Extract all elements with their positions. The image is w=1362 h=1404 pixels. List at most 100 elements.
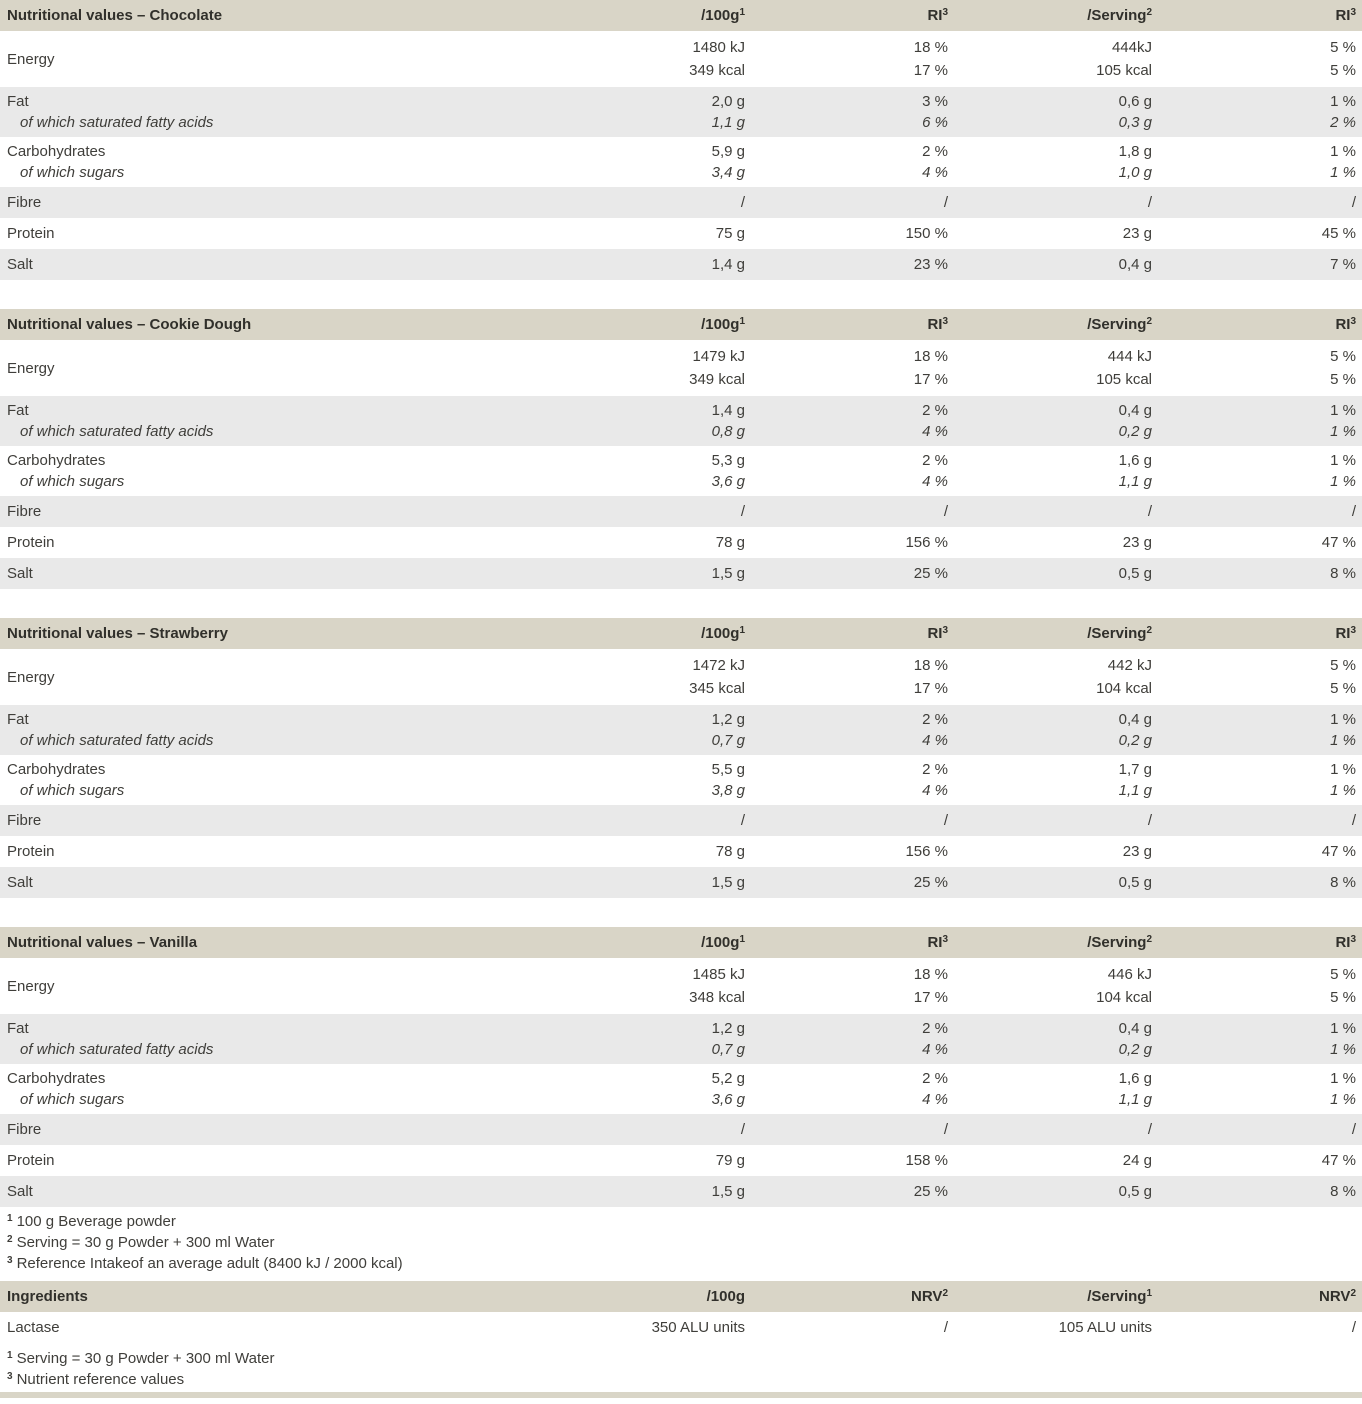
value-cell: 25 % (913, 1183, 948, 1200)
table-row: Carbohydrates 5,9 g 2 % 1,8 g 1 % (0, 141, 1362, 162)
value-cell: / (1351, 1319, 1356, 1336)
value-cell: / (1351, 1121, 1356, 1138)
value-cell: 17 % (913, 371, 948, 388)
column-header: RI3 (1152, 932, 1356, 953)
row-label: of which saturated fatty acids (20, 1041, 214, 1058)
value-cell: 25 % (913, 565, 948, 582)
value-cell: 1,6 g (1118, 452, 1152, 469)
column-header: RI3 (1152, 314, 1356, 335)
footnote-text: 100 g Beverage powder (16, 1213, 176, 1230)
table: Nutritional values – Strawberry/100g1 RI3… (0, 618, 1362, 898)
table-row: of which saturated fatty acids 0,7 g 4 % 0,… (0, 1039, 1362, 1060)
value-cell: 1 % (1330, 761, 1356, 778)
table-row-group: Energy 1480 kJ 18 % 444kJ 5 % 349 kcal 17 % 105… (0, 31, 1362, 87)
value-cell: 2 % (922, 1020, 948, 1037)
value-cell: 0,2 g (1118, 423, 1152, 440)
row-label: Fibre (7, 194, 42, 211)
value-cell: 1 % (1330, 1091, 1356, 1108)
table-title: Nutritional values – Cookie Dough (7, 316, 252, 333)
footnote-superscript: 2 (7, 1234, 13, 1245)
table-row: Fat 1,4 g 2 % 0,4 g 1 % (0, 400, 1362, 421)
row-label: Carbohydrates (7, 1070, 106, 1087)
value-cell: 105 kcal (1096, 62, 1152, 79)
column-header-superscript: 2 (1146, 316, 1152, 327)
row-label: Fat (7, 711, 29, 728)
column-header-superscript: 1 (739, 625, 745, 636)
column-header-label: /100g (701, 7, 740, 24)
value-cell: 150 % (905, 225, 948, 242)
footnote-text: Reference Intakeof an average adult (840… (16, 1255, 403, 1272)
table-title: Nutritional values – Chocolate (7, 7, 223, 24)
table-title: Nutritional values – Vanilla (7, 934, 198, 951)
value-line: 1479 kJ 18 % 444 kJ 5 % (541, 346, 1362, 367)
value-cell: 0,4 g (1118, 256, 1152, 273)
table-row: Protein 78 g 156 % 23 g 47 % (0, 527, 1362, 558)
value-cell: 2 % (922, 452, 948, 469)
table-row-group: Energy 1485 kJ 18 % 446 kJ 5 % 348 kcal 17 % 10… (0, 958, 1362, 1014)
value-cell: 1 % (1330, 732, 1356, 749)
value-cell: 1479 kJ (692, 348, 745, 365)
value-cell: 2 % (922, 761, 948, 778)
value-line: 1485 kJ 18 % 446 kJ 5 % (541, 964, 1362, 985)
table-row-group: Energy 1479 kJ 18 % 444 kJ 5 % 349 kcal 17 % 10… (0, 340, 1362, 396)
value-cell: / (740, 812, 745, 829)
value-cell: 47 % (1321, 534, 1356, 551)
column-header-superscript: 3 (942, 7, 948, 18)
value-cell: 1 % (1330, 93, 1356, 110)
value-cell: / (1147, 812, 1152, 829)
value-cell: 23 g (1122, 843, 1152, 860)
value-cell: 0,5 g (1118, 1183, 1152, 1200)
value-cell: 5 % (1330, 680, 1356, 697)
table-row: Fat 1,2 g 2 % 0,4 g 1 % (0, 709, 1362, 730)
row-label: Fat (7, 1020, 29, 1037)
value-cell: / (943, 194, 948, 211)
value-cell: 3,6 g (711, 473, 745, 490)
table: Nutritional values – Vanilla/100g1 RI3/Se… (0, 927, 1362, 1207)
column-header: RI3 (745, 5, 948, 26)
table-row: Carbohydrates 5,3 g 2 % 1,6 g 1 % (0, 450, 1362, 471)
value-cell: 2 % (922, 402, 948, 419)
value-cell: 1,0 g (1118, 164, 1152, 181)
column-header: /100g1 (541, 623, 745, 644)
value-line: 1480 kJ 18 % 444kJ 5 % (541, 37, 1362, 58)
value-cell: 45 % (1321, 225, 1356, 242)
value-cell: 25 % (913, 874, 948, 891)
column-header-superscript: 3 (1350, 625, 1356, 636)
value-cell: / (740, 503, 745, 520)
value-cell: / (943, 1121, 948, 1138)
column-header: /Serving2 (948, 314, 1152, 335)
column-header: /Serving2 (948, 623, 1152, 644)
column-header-label: RI (927, 934, 943, 951)
table-row: Fibre / / / / (0, 496, 1362, 527)
table-row: of which saturated fatty acids 0,7 g 4 % 0,… (0, 730, 1362, 751)
value-cell: / (740, 1121, 745, 1138)
table-row: of which sugars 3,8 g 4 % 1,1 g 1 % (0, 780, 1362, 801)
value-cell: 23 g (1122, 534, 1152, 551)
value-cell: 24 g (1122, 1152, 1152, 1169)
value-cell: 1,5 g (711, 874, 745, 891)
row-label: Carbohydrates (7, 143, 106, 160)
column-header-label: /Serving (1087, 316, 1147, 333)
value-cell: 1472 kJ (692, 657, 745, 674)
table-row: Protein 79 g 158 % 24 g 47 % (0, 1145, 1362, 1176)
value-cell: 3,6 g (711, 1091, 745, 1108)
footnote: 3 Nutrient reference values (7, 1369, 1362, 1390)
table-row: Lactase 350 ALU units / 105 ALU units / (0, 1312, 1362, 1343)
row-label: Energy (7, 977, 55, 995)
row-label: of which saturated fatty acids (20, 114, 214, 131)
value-cell: / (943, 503, 948, 520)
value-cell: 2 % (922, 711, 948, 728)
value-cell: 1,8 g (1118, 143, 1152, 160)
column-header-superscript: 2 (1146, 934, 1152, 945)
value-line: 349 kcal 17 % 105 kcal 5 % (541, 60, 1362, 81)
table-row: Fibre / / / / (0, 1114, 1362, 1145)
column-header-superscript: 3 (1350, 934, 1356, 945)
table-title: Nutritional values – Strawberry (7, 625, 228, 642)
column-header-superscript: 2 (1146, 7, 1152, 18)
row-label: Protein (7, 1152, 55, 1169)
row-label: Fibre (7, 503, 42, 520)
row-label: of which saturated fatty acids (20, 423, 214, 440)
column-header: /100g1 (541, 932, 745, 953)
